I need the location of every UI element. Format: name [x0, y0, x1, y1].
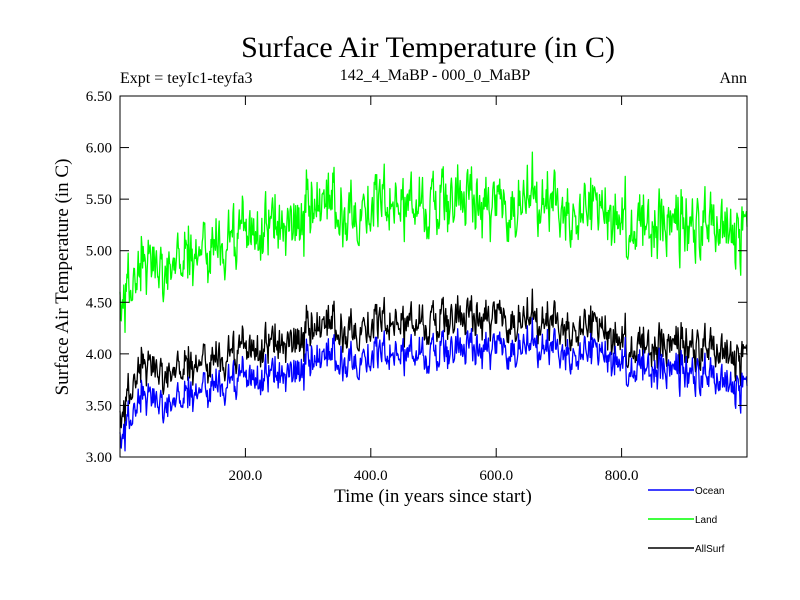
legend-label-allsurf: AllSurf: [695, 544, 725, 555]
series-layer: [119, 151, 748, 452]
x-axis-label: Time (in years since start): [334, 486, 532, 507]
x-tick-label: 600.0: [479, 468, 513, 484]
y-tick-label: 6.50: [86, 89, 112, 105]
y-tick-label: 6.00: [86, 141, 112, 157]
season-label: Ann: [719, 70, 747, 87]
y-tick-label: 3.00: [86, 450, 112, 466]
legend: Ocean Land AllSurf: [648, 486, 725, 555]
experiment-label: Expt = teyIc1-teyfa3: [120, 70, 253, 87]
series-line-land: [119, 151, 748, 334]
y-tick-label: 3.50: [86, 398, 112, 414]
x-tick-label: 800.0: [605, 468, 639, 484]
series-line-allsurf: [119, 288, 748, 431]
x-tick-label: 400.0: [354, 468, 388, 484]
y-axis-label: Surface Air Temperature (in C): [52, 159, 73, 396]
plot-frame: [119, 95, 748, 458]
legend-label-land: Land: [695, 515, 717, 526]
tick-layer: 3.00 3.50 4.00 4.50 5.00 5.50 6.00 6.50 200.0 400…: [86, 89, 747, 484]
y-tick-label: 4.50: [86, 295, 112, 311]
legend-label-ocean: Ocean: [695, 486, 724, 497]
period-label: 142_4_MaBP - 000_0_MaBP: [340, 67, 531, 84]
y-tick-label: 5.00: [86, 244, 112, 260]
series-line-ocean: [119, 317, 748, 452]
x-tick-label: 200.0: [229, 468, 263, 484]
y-tick-label: 4.00: [86, 347, 112, 363]
y-tick-label: 5.50: [86, 192, 112, 208]
chart-title: Surface Air Temperature (in C): [241, 31, 615, 64]
